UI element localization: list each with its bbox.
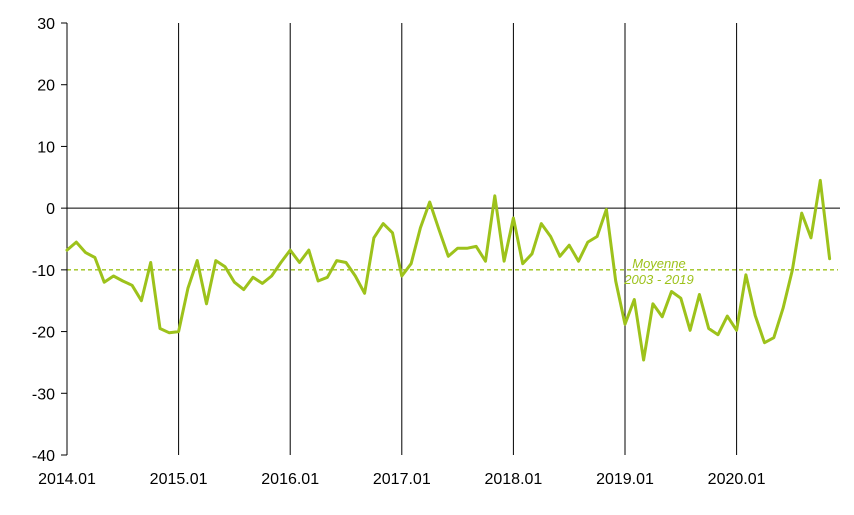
series-line bbox=[65, 178, 832, 362]
y-tick-label: -20 bbox=[32, 325, 55, 342]
x-axis-tick-labels: 2014.01 2015.01 2016.01 2017.01 2018.01 2019.… bbox=[38, 471, 766, 488]
reference-line-group: Moyenne 2003 - 2019 bbox=[67, 256, 838, 287]
x-tick-label: 2019.01 bbox=[596, 471, 654, 488]
x-tick-label: 2018.01 bbox=[484, 471, 542, 488]
y-tick-label: 0 bbox=[46, 201, 55, 218]
y-tick-label: 20 bbox=[37, 78, 55, 95]
average-label-line1: Moyenne bbox=[632, 256, 685, 271]
y-tick-label: -30 bbox=[32, 386, 55, 403]
y-tick-label: -40 bbox=[32, 448, 55, 465]
x-tick-label: 2014.01 bbox=[38, 471, 96, 488]
x-tick-label: 2020.01 bbox=[708, 471, 766, 488]
x-tick-label: 2015.01 bbox=[150, 471, 208, 488]
x-tick-label: 2017.01 bbox=[373, 471, 431, 488]
vertical-gridlines bbox=[178, 23, 738, 455]
x-tick-label: 2016.01 bbox=[261, 471, 319, 488]
y-tick-label: 10 bbox=[37, 139, 55, 156]
average-label-line2: 2003 - 2019 bbox=[623, 272, 693, 287]
y-axis-ticks: 30 20 10 0 -10 -20 -30 -40 bbox=[32, 16, 67, 465]
y-tick-label: -10 bbox=[32, 263, 55, 280]
y-tick-label: 30 bbox=[37, 16, 55, 33]
